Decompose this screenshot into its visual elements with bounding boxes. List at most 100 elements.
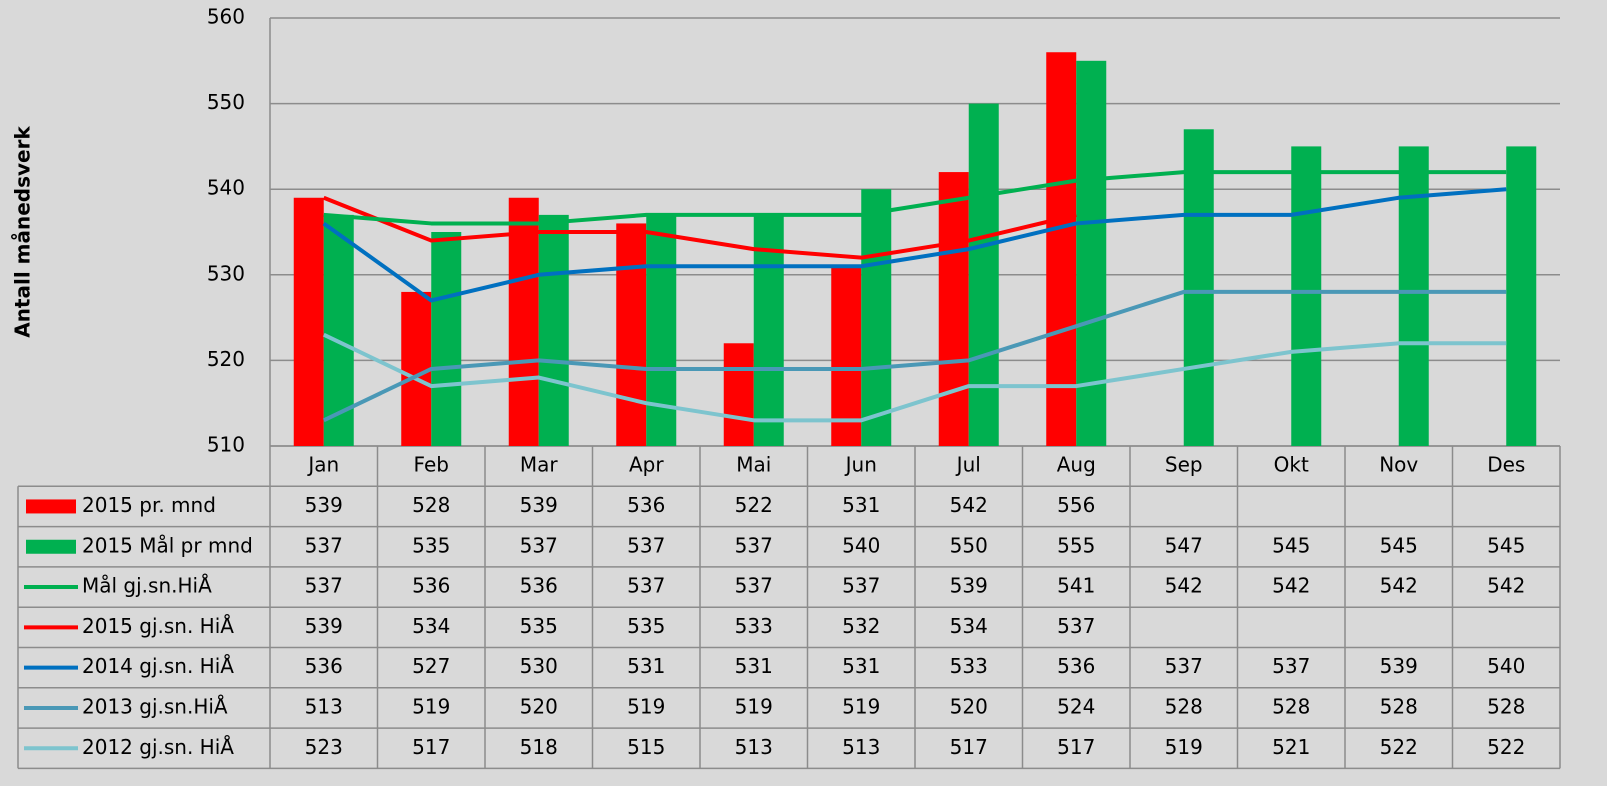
bar xyxy=(968,103,999,446)
table-value: 550 xyxy=(950,533,988,557)
table-value: 536 xyxy=(1057,654,1095,678)
x-tick-label: Aug xyxy=(1057,453,1096,477)
x-tick-label: Jun xyxy=(844,453,877,477)
legend-key xyxy=(26,499,76,514)
table-value: 542 xyxy=(1165,574,1203,598)
table-value: 531 xyxy=(735,654,773,678)
table-value: 539 xyxy=(305,614,343,638)
legend-label: 2014 gj.sn. HiÅ xyxy=(82,654,234,678)
table-value: 537 xyxy=(842,574,880,598)
table-value: 539 xyxy=(1380,654,1418,678)
y-tick-label: 550 xyxy=(207,90,245,114)
table-value: 539 xyxy=(950,574,988,598)
table-value: 531 xyxy=(627,654,665,678)
table-value: 517 xyxy=(412,735,450,759)
legend-key xyxy=(26,539,76,554)
table-value: 528 xyxy=(1272,694,1310,718)
legend-label: 2015 gj.sn. HiÅ xyxy=(82,614,234,638)
bar xyxy=(938,172,969,446)
table-value: 513 xyxy=(305,694,343,718)
legend-label: 2013 gj.sn.HiÅ xyxy=(82,694,228,718)
y-tick-label: 530 xyxy=(207,261,245,285)
table-value: 520 xyxy=(950,694,988,718)
table-value: 542 xyxy=(950,493,988,517)
table-value: 537 xyxy=(305,533,343,557)
legend-label: 2012 gj.sn. HiÅ xyxy=(82,735,234,759)
table-value: 532 xyxy=(842,614,880,638)
table-value: 535 xyxy=(412,533,450,557)
bar xyxy=(646,214,677,446)
table-value: 536 xyxy=(412,574,450,598)
table-value: 530 xyxy=(520,654,558,678)
table-value: 542 xyxy=(1380,574,1418,598)
bar xyxy=(1183,129,1214,446)
bar xyxy=(616,223,647,446)
table-value: 541 xyxy=(1057,574,1095,598)
table-value: 537 xyxy=(305,574,343,598)
table-value: 521 xyxy=(1272,735,1310,759)
x-tick-label: Apr xyxy=(629,453,664,477)
table-value: 522 xyxy=(735,493,773,517)
bar xyxy=(1398,146,1429,446)
bar xyxy=(1076,60,1107,447)
table-value: 536 xyxy=(520,574,558,598)
bar xyxy=(508,197,539,446)
table-value: 537 xyxy=(1165,654,1203,678)
x-tick-label: Jul xyxy=(955,453,981,477)
bar xyxy=(401,291,432,446)
table-value: 537 xyxy=(735,533,773,557)
table-value: 539 xyxy=(305,493,343,517)
table-value: 519 xyxy=(735,694,773,718)
table-value: 545 xyxy=(1272,533,1310,557)
y-axis-label: Antall månedsverk xyxy=(11,126,35,338)
y-tick-label: 560 xyxy=(207,5,245,29)
table-value: 517 xyxy=(950,735,988,759)
x-tick-label: Jan xyxy=(306,453,339,477)
table-value: 537 xyxy=(520,533,558,557)
table-value: 537 xyxy=(1272,654,1310,678)
table-value: 540 xyxy=(842,533,880,557)
table-value: 520 xyxy=(520,694,558,718)
y-tick-label: 540 xyxy=(207,176,245,200)
bar xyxy=(293,197,324,446)
table-value: 528 xyxy=(1487,694,1525,718)
bar xyxy=(1046,52,1077,447)
y-tick-label: 520 xyxy=(207,347,245,371)
line xyxy=(322,289,1507,423)
table-value: 517 xyxy=(1057,735,1095,759)
table-value: 536 xyxy=(627,493,665,517)
table-value: 535 xyxy=(520,614,558,638)
legend-label: 2015 pr. mnd xyxy=(82,493,216,517)
table-value: 528 xyxy=(412,493,450,517)
table-value: 523 xyxy=(305,735,343,759)
line xyxy=(323,195,1077,260)
x-tick-label: Mai xyxy=(736,453,771,477)
bar xyxy=(723,343,754,446)
legend-label: 2015 Mål pr mnd xyxy=(82,533,253,557)
bar xyxy=(431,232,462,446)
table-value: 534 xyxy=(950,614,988,638)
table-value: 519 xyxy=(412,694,450,718)
table-value: 533 xyxy=(950,654,988,678)
table-value: 545 xyxy=(1487,533,1525,557)
table-value: 537 xyxy=(735,574,773,598)
table-value: 513 xyxy=(842,735,880,759)
table-value: 522 xyxy=(1487,735,1525,759)
table-value: 542 xyxy=(1487,574,1525,598)
table-value: 545 xyxy=(1380,533,1418,557)
table-value: 519 xyxy=(842,694,880,718)
y-tick-label: 510 xyxy=(207,433,245,457)
table-value: 519 xyxy=(1165,735,1203,759)
bar xyxy=(831,266,862,446)
table-value: 536 xyxy=(305,654,343,678)
x-tick-label: Feb xyxy=(414,453,449,477)
table-value: 534 xyxy=(412,614,450,638)
table-value: 547 xyxy=(1165,533,1203,557)
table-value: 527 xyxy=(412,654,450,678)
table-value: 540 xyxy=(1487,654,1525,678)
legend-label: Mål gj.sn.HiÅ xyxy=(82,574,212,598)
table-value: 535 xyxy=(627,614,665,638)
